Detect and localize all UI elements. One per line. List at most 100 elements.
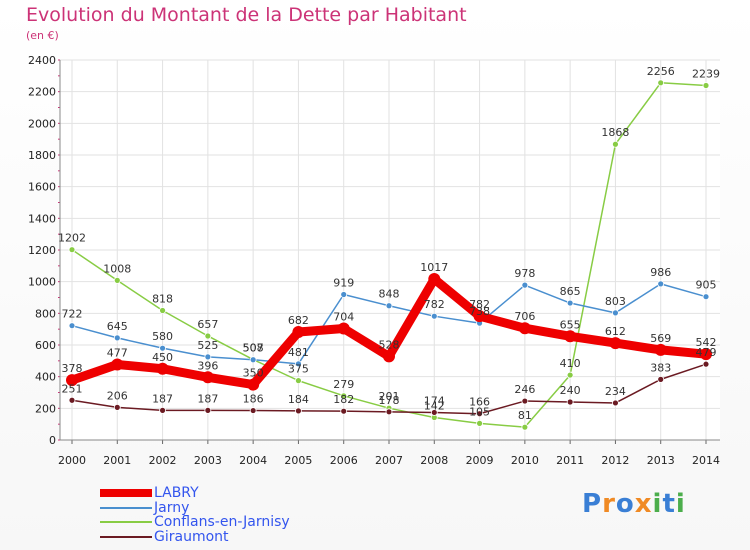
data-label: 378: [62, 362, 83, 375]
logo-letter: i: [652, 489, 663, 519]
logo-letter: o: [615, 489, 635, 519]
data-point: [518, 322, 531, 335]
logo-letter: r: [602, 489, 616, 519]
data-point: [383, 350, 395, 363]
data-label: 706: [514, 310, 535, 323]
data-point: [247, 378, 260, 391]
data-point: [204, 406, 212, 414]
data-label: 479: [696, 346, 717, 359]
legend-item-giraumont: Giraumont: [100, 528, 290, 545]
y-tick-label: 1200: [28, 244, 56, 257]
data-label: 186: [243, 393, 264, 406]
data-label: 240: [560, 384, 581, 397]
data-label: 508: [243, 342, 264, 355]
data-label: 477: [107, 346, 128, 359]
data-label: 1868: [601, 126, 629, 139]
data-point: [566, 398, 574, 406]
data-label: 803: [605, 295, 626, 308]
legend-item-labry: LABRY: [100, 486, 290, 501]
data-point: [340, 291, 348, 298]
data-point: [612, 309, 619, 317]
data-point: [113, 276, 121, 284]
data-point: [430, 409, 438, 416]
data-point: [340, 392, 348, 400]
x-tick-label: 2003: [194, 454, 222, 467]
legend-item-conflans: Conflans-en-Jarnisy: [100, 515, 290, 530]
data-point: [295, 377, 302, 385]
data-point: [702, 293, 710, 301]
legend-label-giraumont: Giraumont: [154, 528, 229, 545]
legend: LABRY Jarny Conflans-en-Jarnisy Giraumon…: [100, 486, 290, 544]
data-label: 978: [514, 267, 535, 280]
data-point: [473, 310, 486, 323]
data-label: 2256: [647, 65, 675, 78]
grid: [60, 59, 720, 441]
logo-letter: P: [582, 489, 603, 519]
legend-label-jarny: Jarny: [154, 499, 190, 516]
data-point: [204, 353, 212, 361]
data-label: 187: [197, 392, 218, 405]
data-label: 410: [560, 357, 581, 370]
x-tick-label: 2008: [420, 454, 448, 467]
data-label: 184: [288, 393, 309, 406]
data-label: 542: [696, 336, 717, 349]
data-point: [566, 371, 574, 379]
logo-letter: t: [662, 489, 676, 519]
legend-swatch-giraumont: [100, 535, 152, 538]
data-point: [66, 374, 78, 387]
data-point: [68, 322, 76, 330]
data-label: 865: [560, 285, 581, 298]
data-point: [654, 343, 667, 356]
data-point: [476, 410, 483, 418]
data-point: [657, 375, 665, 383]
data-label: 682: [288, 314, 309, 327]
data-label: 187: [152, 392, 173, 405]
data-label: 105: [469, 405, 490, 418]
data-label: 481: [288, 346, 309, 359]
data-label: 612: [605, 325, 626, 338]
logo-letter: i: [675, 489, 686, 519]
data-label: 174: [424, 394, 445, 407]
data-point: [612, 399, 619, 407]
data-label: 383: [650, 361, 671, 374]
data-point: [159, 307, 166, 314]
data-label: 528: [379, 338, 400, 351]
data-point: [113, 334, 121, 342]
data-point: [159, 344, 166, 352]
data-point: [68, 246, 76, 254]
data-label: 782: [424, 298, 445, 311]
data-label: 246: [514, 383, 535, 396]
x-tick-label: 2006: [330, 454, 358, 467]
data-label: 848: [379, 288, 400, 301]
x-tick-label: 2009: [466, 454, 494, 467]
data-label: 525: [197, 339, 218, 352]
data-point: [292, 326, 305, 339]
data-label: 142: [424, 400, 445, 413]
data-point: [609, 337, 622, 350]
y-tick-label: 800: [35, 307, 56, 320]
data-point: [385, 302, 393, 310]
data-label: 2239: [692, 67, 720, 80]
y-tick-label: 2000: [28, 117, 56, 130]
data-label: 986: [650, 266, 671, 279]
data-point: [204, 332, 212, 340]
x-tick-label: 2004: [239, 454, 267, 467]
x-tick-label: 2013: [647, 454, 675, 467]
data-point: [700, 348, 712, 361]
x-tick-label: 2005: [284, 454, 312, 467]
data-point: [111, 358, 124, 371]
data-label: 201: [379, 390, 400, 403]
legend-swatch-conflans: [100, 521, 152, 524]
y-tick-label: 200: [35, 402, 56, 415]
data-label: 507: [243, 342, 264, 355]
data-label: 722: [62, 308, 83, 321]
data-label: 919: [333, 276, 354, 289]
data-label: 905: [696, 279, 717, 292]
data-point: [249, 356, 257, 364]
y-tick-label: 400: [35, 371, 56, 384]
series: [66, 79, 712, 431]
data-label: 1202: [58, 232, 86, 245]
x-tick-label: 2014: [692, 454, 720, 467]
x-tick-label: 2007: [375, 454, 403, 467]
